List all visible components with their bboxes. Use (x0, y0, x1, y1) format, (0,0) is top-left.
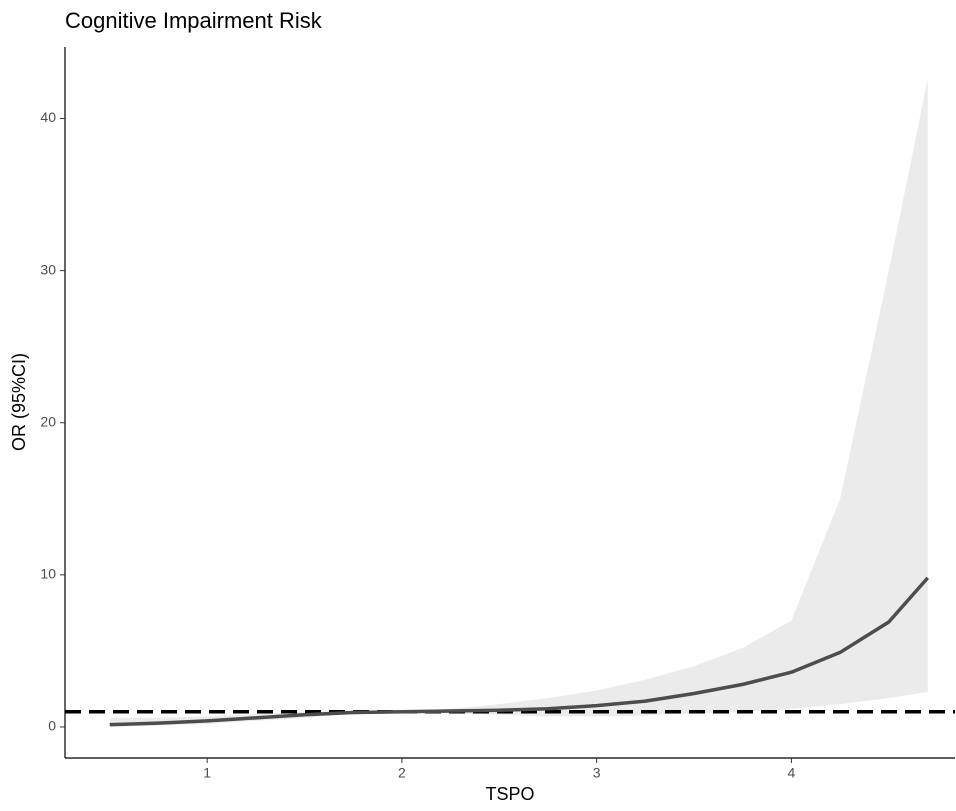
x-tick-label: 2 (398, 765, 406, 781)
x-axis-label: TSPO (485, 784, 534, 804)
chart-title: Cognitive Impairment Risk (65, 8, 323, 33)
x-tick-label: 1 (203, 765, 211, 781)
confidence-band (109, 78, 928, 727)
y-axis-label: OR (95%CI) (9, 353, 29, 451)
y-tick-label: 20 (40, 413, 56, 429)
y-tick-label: 10 (40, 566, 56, 582)
y-tick-label: 0 (48, 718, 56, 734)
y-tick-label: 30 (40, 261, 56, 277)
or-line (109, 576, 930, 727)
x-tick-label: 4 (788, 765, 796, 781)
y-tick-label: 40 (40, 109, 56, 125)
x-tick-label: 3 (593, 765, 601, 781)
